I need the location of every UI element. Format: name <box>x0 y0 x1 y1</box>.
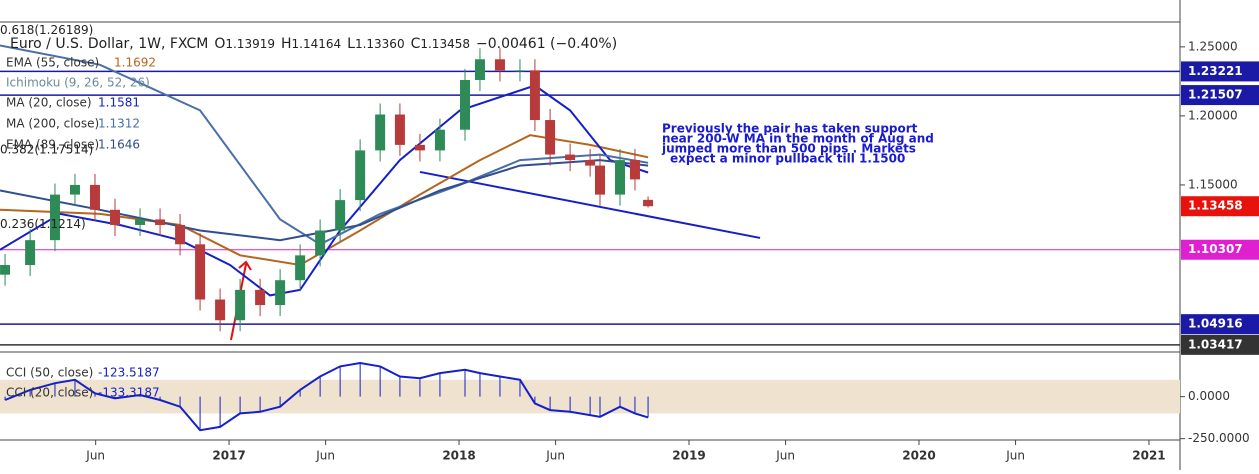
cci-value: -123.5187 <box>98 366 160 380</box>
x-tick-label: Jun <box>775 449 795 463</box>
moving-average <box>0 159 649 242</box>
level-label: 1.21507 <box>1188 88 1243 102</box>
x-tick-label: 2020 <box>902 449 935 463</box>
annotation: expect a minor pullback till 1.1500 <box>670 152 905 166</box>
last-price-label: 1.13458 <box>1188 199 1243 213</box>
quote-value: 1.13360 <box>355 37 405 51</box>
quote-value: 1.13458 <box>420 37 470 51</box>
level-tag <box>1181 61 1259 82</box>
x-tick-label: 2019 <box>672 449 705 463</box>
fib-label: 0.236(1.1214) <box>0 217 86 231</box>
last-price-tag <box>1181 196 1259 217</box>
candle-body <box>255 289 266 306</box>
candle-body <box>109 209 120 225</box>
header-part: O <box>214 36 225 52</box>
candle-body <box>460 79 471 130</box>
candle-body <box>89 184 100 210</box>
candle-body <box>275 280 286 306</box>
x-tick-label: Jun <box>85 449 105 463</box>
y-tick-label: 1.20000 <box>1188 108 1238 122</box>
candle-body <box>643 199 654 207</box>
trendline <box>419 170 761 239</box>
legend-name: EMA (55, close) <box>6 56 99 70</box>
y-tick-label: 1.25000 <box>1188 39 1238 53</box>
cci-name: CCI (50, close) <box>6 366 93 380</box>
header-part: L <box>347 36 355 52</box>
x-tick-label: Jun <box>545 449 565 463</box>
fib-label: 0.382(1.17514) <box>0 143 93 157</box>
quote-value: 1.14164 <box>292 37 342 51</box>
quote-value: 1.13919 <box>225 37 275 51</box>
candle-body <box>135 219 146 225</box>
candle-body <box>434 129 445 151</box>
moving-average <box>0 44 649 246</box>
candle-body <box>585 160 596 166</box>
candle-body <box>315 230 326 256</box>
candle-body <box>615 160 626 195</box>
candle-body <box>215 299 226 321</box>
x-tick-label: Jun <box>1005 449 1025 463</box>
legend-name: MA (200, close) <box>6 117 99 131</box>
x-tick-label: 2021 <box>1132 449 1165 463</box>
candle-body <box>514 70 525 72</box>
candle-body <box>494 59 505 71</box>
annotation: near 200-W MA in the month of Aug and <box>662 132 934 146</box>
legend-value: 1.1581 <box>98 96 140 110</box>
candle-body <box>235 289 246 321</box>
header-part: Euro / U.S. Dollar, 1W, FXCM <box>10 36 208 52</box>
cci-tick-label: -250.0000 <box>1188 431 1250 445</box>
candle-body <box>155 219 166 225</box>
legend-name: MA (20, close) <box>6 96 92 110</box>
annotation: Previously the pair has taken support <box>662 122 918 136</box>
header-part: H <box>281 36 292 52</box>
x-tick-label: 2017 <box>212 449 245 463</box>
legend-value: 1.1692 <box>114 56 156 70</box>
candle-body <box>175 224 186 245</box>
candle-body <box>25 240 36 266</box>
legend-value: 1.1646 <box>98 138 140 152</box>
legend-value: 1.1312 <box>98 117 140 131</box>
candle-body <box>629 160 640 180</box>
level-label: 1.03417 <box>1188 337 1243 351</box>
candle-body <box>394 114 405 145</box>
header: Euro / U.S. Dollar, 1W, FXCM O1.13919 H1.1… <box>10 36 617 52</box>
candle-body <box>565 154 576 161</box>
header-part: −0.00461 (−0.40%) <box>476 36 617 52</box>
candle-body <box>69 184 80 195</box>
candle-body <box>355 150 366 201</box>
cci-value: -133.3187 <box>98 386 160 400</box>
candle-body <box>414 144 425 151</box>
level-tag <box>1181 334 1259 355</box>
x-tick-label: Jun <box>315 449 335 463</box>
candle-body <box>295 255 306 281</box>
candle-body <box>375 114 386 151</box>
level-label: 1.23221 <box>1188 64 1243 78</box>
level-tag <box>1181 314 1259 335</box>
fib-label: 0.618(1.26189) <box>0 23 93 37</box>
legend-name: EMA (89, close) <box>6 138 99 152</box>
cci-name: CCI (20, close) <box>6 386 93 400</box>
candle-body <box>49 194 60 241</box>
candle-body <box>529 70 540 121</box>
header-part: C <box>411 36 421 52</box>
level-label: 1.10307 <box>1188 242 1243 256</box>
legend-ichimoku: Ichimoku (9, 26, 52, 26) <box>6 76 150 90</box>
level-tag <box>1181 239 1259 260</box>
candle-body <box>0 265 11 275</box>
cci-line <box>4 361 649 432</box>
cci-tick-label: 0.0000 <box>1188 389 1230 403</box>
y-tick-label: 1.15000 <box>1188 177 1238 191</box>
candle-body <box>474 59 485 80</box>
candle-body <box>595 165 606 195</box>
level-label: 1.04916 <box>1188 317 1243 331</box>
candle-body <box>545 120 556 155</box>
annotation: jumped more than 500 pips . Markets <box>661 142 916 156</box>
level-tag <box>1181 85 1259 106</box>
candle-body <box>195 244 206 300</box>
candle-body <box>335 200 346 231</box>
x-tick-label: 2018 <box>442 449 475 463</box>
